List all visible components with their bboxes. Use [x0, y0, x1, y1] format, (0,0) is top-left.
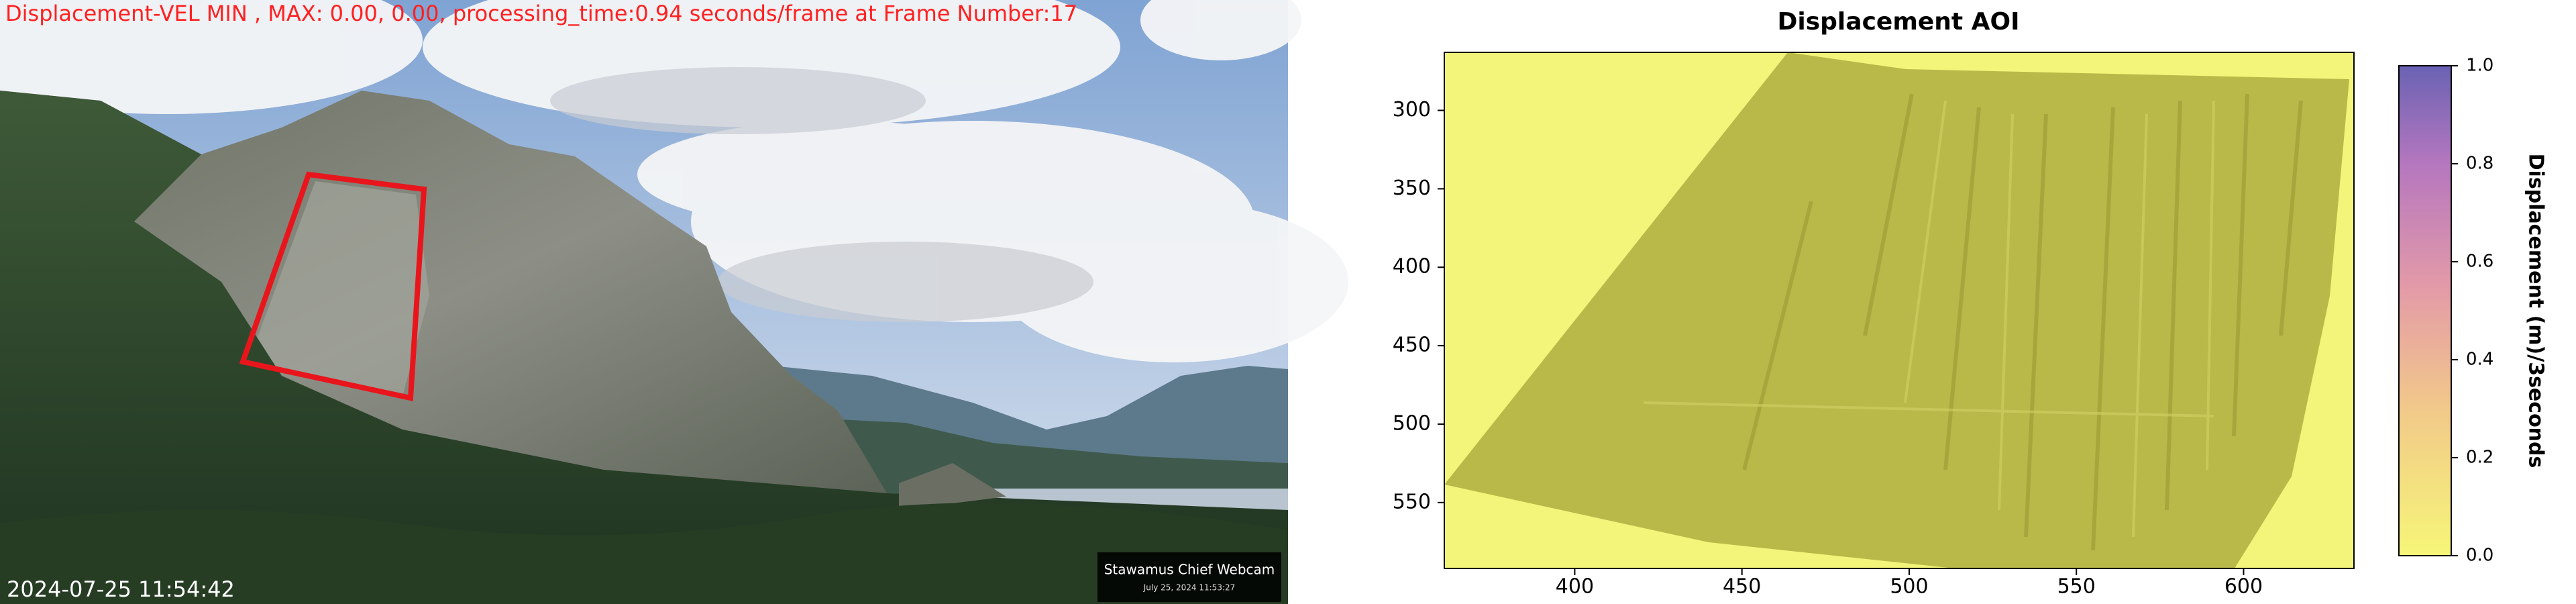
- colorbar-tick-label: 0.8: [2466, 154, 2493, 174]
- displacement-image: [1444, 52, 2354, 568]
- x-tick-label: 500: [1890, 575, 1928, 599]
- colorbar: [2398, 65, 2452, 556]
- y-tick-label: 550: [1393, 490, 1431, 513]
- x-tick-label: 400: [1556, 575, 1594, 599]
- watermark-date: July 25, 2024 11:53:27: [1143, 583, 1236, 593]
- plot-frame: [1444, 52, 2355, 569]
- status-text: Displacement-VEL MIN , MAX: 0.00, 0.00, …: [5, 1, 1077, 26]
- colorbar-tick-label: 0.2: [2466, 448, 2493, 468]
- colorbar-label: Displacement (m)/3seconds: [2524, 154, 2548, 468]
- watermark-title: Stawamus Chief Webcam: [1104, 562, 1275, 578]
- y-tick-label: 500: [1393, 411, 1431, 435]
- chart-title: Displacement AOI: [1778, 8, 2020, 36]
- y-tick-label: 300: [1393, 98, 1431, 121]
- colorbar-tick-label: 0.0: [2466, 546, 2493, 566]
- y-tick-label: 400: [1393, 255, 1431, 279]
- chart: Displacement AOI Displacement (m)/3secon…: [1393, 8, 2548, 599]
- colorbar-tick-label: 0.4: [2466, 350, 2493, 370]
- y-tick-label: 450: [1393, 334, 1431, 357]
- webcam-photo: [0, 0, 1348, 604]
- colorbar-tick-label: 1.0: [2466, 56, 2493, 76]
- x-tick-label: 450: [1723, 575, 1761, 599]
- timestamp: 2024-07-25 11:54:42: [7, 576, 235, 602]
- colorbar-tick-label: 0.6: [2466, 252, 2493, 272]
- y-tick-label: 350: [1393, 177, 1431, 200]
- x-tick-label: 550: [2057, 575, 2096, 599]
- x-tick-label: 600: [2224, 575, 2263, 599]
